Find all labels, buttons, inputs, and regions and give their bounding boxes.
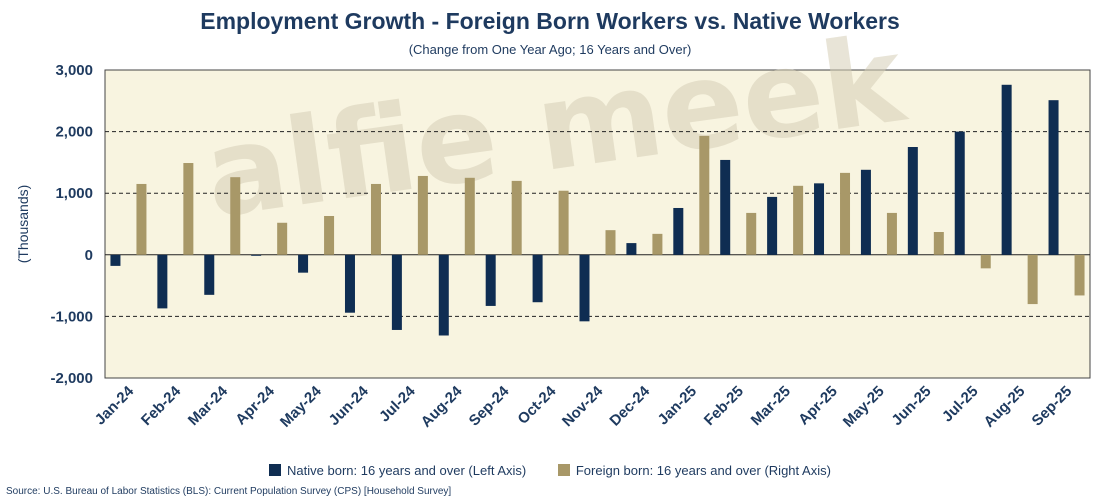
x-tick-label: Apr-25 [795,383,841,429]
bar-native-oct-24 [532,254,543,303]
bar-foreign-mar-24 [230,177,241,255]
bar-foreign-jun-25 [933,232,944,255]
y-tick-label: 2,000 [55,124,93,141]
bar-foreign-nov-24 [605,230,616,255]
bar-foreign-apr-24 [277,222,288,255]
x-tick-label: Feb-24 [138,382,185,429]
y-tick-label: 0 [85,247,93,264]
bar-native-feb-24 [157,254,168,309]
bar-foreign-jul-24 [417,175,428,255]
bar-native-apr-25 [814,183,825,255]
x-tick-label: Mar-24 [185,382,232,429]
bar-foreign-sep-25 [1074,254,1085,296]
legend-item-native: Native born: 16 years and over (Left Axi… [269,463,526,478]
bar-native-aug-25 [1001,84,1012,255]
bar-foreign-jan-24 [136,183,147,255]
chart-subtitle: (Change from One Year Ago; 16 Years and … [408,42,692,57]
chart-title: Employment Growth - Foreign Born Workers… [200,8,900,34]
bar-native-mar-24 [204,254,215,295]
bar-native-sep-25 [1048,100,1059,255]
x-tick-label: Sep-25 [1029,383,1076,430]
bar-foreign-sep-24 [511,180,522,255]
x-tick-label: Aug-25 [980,383,1028,431]
legend-label-foreign: Foreign born: 16 years and over (Right A… [575,463,831,478]
bar-foreign-dec-24 [652,233,663,255]
bar-native-may-25 [860,169,871,255]
bar-foreign-may-24 [324,215,335,255]
bar-foreign-aug-24 [464,177,475,255]
y-tick-label: -2,000 [50,370,93,387]
bar-native-jul-25 [954,131,965,255]
bar-foreign-jul-25 [980,254,991,269]
y-tick-label: 1,000 [55,185,93,202]
bar-native-jan-24 [110,254,121,266]
x-tick-label: Jul-24 [376,382,419,425]
y-tick-label: -1,000 [50,308,93,325]
bar-native-jun-25 [907,147,918,255]
bar-foreign-feb-24 [183,163,194,255]
legend-swatch-native [269,464,282,476]
bar-native-feb-25 [720,159,731,255]
x-tick-label: Aug-24 [418,382,466,430]
x-tick-label: Mar-25 [748,383,794,429]
plot-area [104,69,1091,379]
source-note: Source: U.S. Bureau of Labor Statistics … [6,486,452,497]
x-tick-label: Jun-24 [326,382,373,429]
bar-native-aug-24 [438,254,449,336]
legend-label-native: Native born: 16 years and over (Left Axi… [287,463,527,478]
legend-swatch-foreign [557,464,570,476]
bar-native-may-24 [298,254,309,273]
y-tick-label: 3,000 [55,62,93,79]
y-axis-label: (Thousands) [15,185,31,264]
bar-native-jul-24 [391,254,402,330]
x-tick-label: Jul-25 [939,383,982,426]
bar-native-mar-25 [767,196,778,255]
bar-foreign-aug-25 [1027,254,1038,305]
bar-native-sep-24 [485,254,496,306]
x-tick-label: Apr-24 [232,382,278,428]
x-tick-label: Jun-25 [888,383,934,429]
x-tick-label: Dec-24 [606,382,653,429]
x-tick-label: Feb-25 [701,383,747,429]
bar-native-apr-24 [251,254,262,256]
x-tick-label: Jan-24 [92,382,138,428]
bar-foreign-oct-24 [558,190,569,255]
legend-item-foreign: Foreign born: 16 years and over (Right A… [557,463,831,478]
x-tick-label: Oct-24 [514,382,559,427]
bar-foreign-jan-25 [699,135,710,255]
bar-foreign-may-25 [886,212,897,255]
bar-foreign-mar-25 [793,185,804,255]
x-tick-label: Nov-24 [559,382,607,430]
x-tick-label: May-25 [840,383,888,431]
bar-foreign-apr-25 [840,172,851,255]
x-tick-label: May-24 [277,382,325,430]
bar-foreign-jun-24 [370,183,381,255]
bar-foreign-feb-25 [746,212,757,255]
x-tick-label: Sep-24 [466,382,513,429]
bar-native-jun-24 [344,254,355,313]
bar-native-jan-25 [673,207,684,255]
bar-native-dec-24 [626,243,637,255]
legend: Native born: 16 years and over (Left Axi… [0,463,1100,478]
x-tick-label: Jan-25 [655,383,701,429]
bar-native-nov-24 [579,254,590,322]
